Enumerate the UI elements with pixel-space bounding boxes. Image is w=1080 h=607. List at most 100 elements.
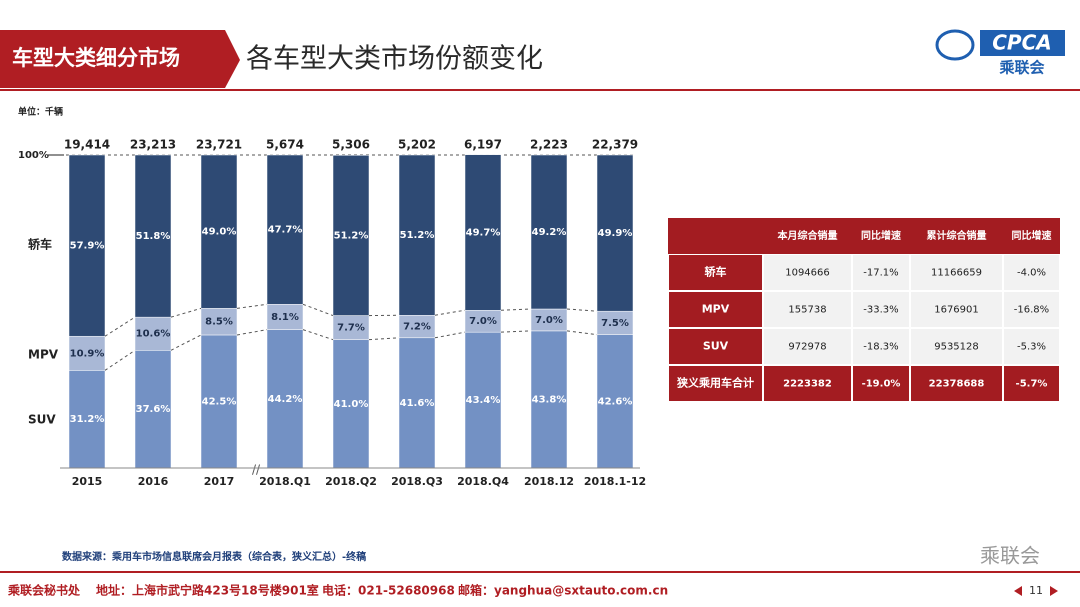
logo-mark: CPCA [992, 31, 1052, 55]
bar-segment [464, 154, 502, 311]
table-header-cell: 同比增速 [1012, 229, 1052, 242]
value-label: 8.1% [271, 312, 299, 323]
bar-segment [332, 339, 370, 469]
total-label: 5,674 [266, 138, 304, 152]
series-label: 轿车 [28, 237, 52, 252]
x-tick-label: 2018.Q3 [391, 475, 443, 488]
prev-arrow[interactable] [1014, 586, 1022, 596]
bar-segment [266, 304, 304, 330]
table-cell-bg [1004, 329, 1059, 364]
connector [104, 349, 136, 371]
value-label: 51.2% [334, 230, 369, 241]
table-cell-bg [1004, 366, 1059, 401]
series-label: MPV [28, 348, 59, 362]
table-cell: -33.3% [863, 305, 898, 316]
connector [434, 309, 466, 316]
source-note: 数据来源：乘用车市场信息联席会月报表（综合表，狭义汇总）-终稿 [62, 550, 366, 563]
table-cell-bg [911, 255, 1002, 290]
connector [236, 329, 268, 336]
value-label: 43.8% [532, 394, 567, 405]
table-cell: 972978 [788, 342, 826, 353]
section-band [0, 30, 240, 88]
value-label: 49.9% [598, 228, 633, 239]
table-cell: 9535128 [934, 342, 979, 353]
connector [434, 331, 466, 339]
footer-address: 地址：上海市武宁路423号18号楼901室 [96, 583, 319, 598]
total-label: 19,414 [64, 138, 110, 152]
bar-segment [530, 330, 568, 469]
connector [500, 308, 532, 311]
table-cell: -18.3% [863, 342, 898, 353]
logo-box [980, 30, 1065, 56]
table-header-cell: 累计综合销量 [927, 229, 987, 242]
table-cell-bg [853, 366, 909, 401]
value-label: 7.5% [601, 318, 629, 329]
table-cell-bg [911, 329, 1002, 364]
table-header [668, 218, 1060, 254]
bar-segment [398, 154, 436, 316]
total-label: 5,306 [332, 138, 370, 152]
value-label: 57.9% [70, 241, 105, 252]
logo-name: 乘联会 [998, 59, 1044, 77]
logo-icon [935, 29, 975, 61]
table-cell-bg [853, 292, 909, 327]
table-cell-bg [764, 366, 851, 401]
value-label: 47.7% [268, 225, 303, 236]
bar-segment [332, 155, 370, 316]
x-tick-label: 2016 [138, 475, 169, 488]
connector [236, 303, 268, 309]
next-arrow[interactable] [1050, 586, 1058, 596]
value-label: 10.6% [136, 329, 171, 340]
connector [500, 330, 532, 333]
total-label: 22,379 [592, 138, 638, 152]
value-label: 42.6% [598, 396, 633, 407]
footer-email: 邮箱：yanghua@sxtauto.com.cn [458, 583, 668, 598]
table-cell: -4.0% [1017, 268, 1046, 279]
table-row-label: SUV [703, 340, 729, 353]
total-label: 23,213 [130, 138, 176, 152]
watermark: 乘联会 [980, 544, 1040, 568]
y-tick-label: 100% [18, 150, 49, 161]
table-cell: -17.1% [863, 268, 898, 279]
total-label: 2,223 [530, 138, 568, 152]
connector [566, 308, 598, 312]
total-label: 23,721 [196, 138, 242, 152]
bar-segment [266, 329, 304, 469]
bar-segment [596, 154, 634, 312]
bar-segment [134, 154, 172, 318]
footer-org: 乘联会秘书处 [7, 583, 81, 598]
value-label: 49.0% [202, 227, 237, 238]
table-cell: -19.0% [862, 379, 901, 390]
series-label: SUV [28, 413, 56, 427]
bar-segment [134, 350, 172, 469]
table-row-label: 狭义乘用车合计 [676, 376, 754, 390]
value-label: 49.7% [466, 227, 501, 238]
axis-break: // [252, 463, 261, 477]
table-cell-bg [669, 292, 762, 327]
bar-segment [464, 331, 502, 469]
table-cell-bg [1004, 255, 1059, 290]
value-label: 37.6% [136, 404, 171, 415]
bar-segment [68, 370, 106, 469]
table-cell: 1094666 [785, 268, 830, 279]
value-label: 43.4% [466, 395, 501, 406]
connector [368, 337, 400, 341]
table-cell-bg [911, 366, 1002, 401]
value-label: 7.0% [469, 316, 497, 327]
section-title: 车型大类细分市场 [12, 46, 180, 70]
total-label: 5,202 [398, 138, 436, 152]
table-cell: 1676901 [934, 305, 979, 316]
x-tick-label: 2017 [204, 475, 235, 488]
table-cell: 22378688 [929, 379, 985, 390]
table-cell-bg [911, 292, 1002, 327]
footer-phone: 电话：021-52680968 [322, 583, 455, 598]
table-cell-bg [764, 292, 851, 327]
value-label: 42.5% [202, 396, 237, 407]
x-tick-label: 2018.Q4 [457, 475, 509, 488]
bar-segment [200, 308, 238, 336]
table-cell: 155738 [788, 305, 826, 316]
bar-segment [134, 316, 172, 351]
bar-segment [530, 154, 568, 310]
bar-segment [200, 154, 238, 309]
